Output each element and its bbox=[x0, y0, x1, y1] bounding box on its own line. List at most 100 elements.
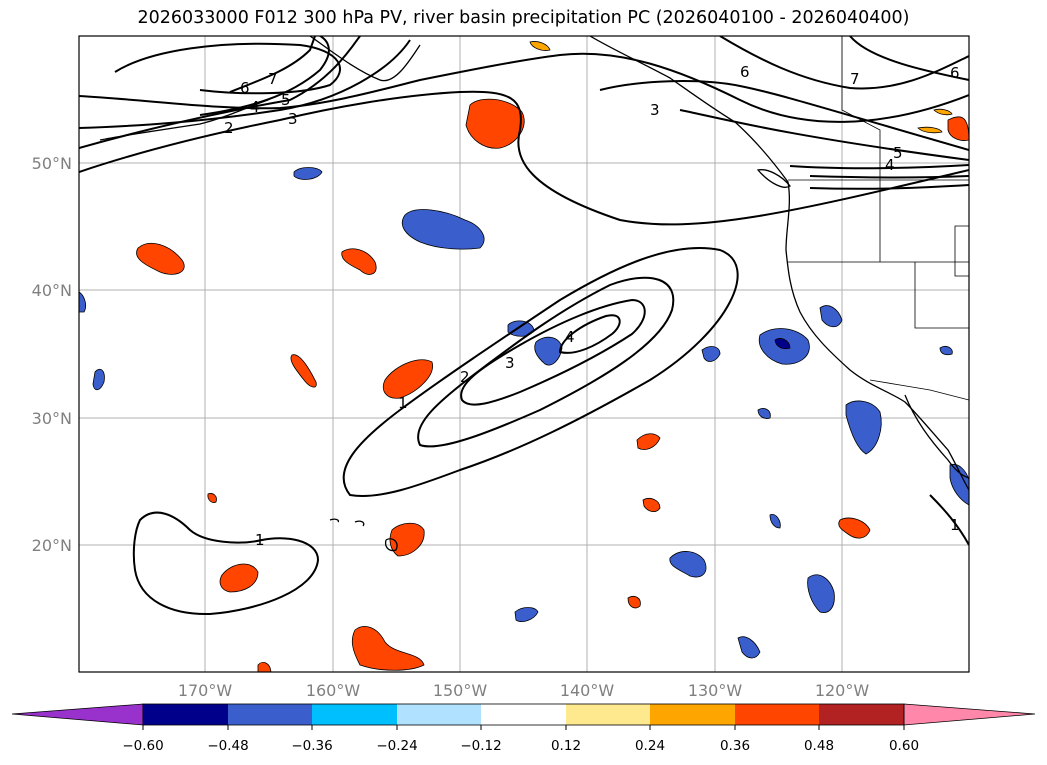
precip-blob bbox=[514, 607, 539, 622]
contour-label: 4 bbox=[885, 156, 895, 174]
vancouver-island bbox=[756, 169, 791, 188]
borders bbox=[788, 36, 969, 401]
precip-blob bbox=[774, 338, 791, 350]
contour-label: 4 bbox=[565, 328, 575, 346]
colorbar-segment bbox=[397, 704, 481, 725]
colorbar-segment bbox=[566, 704, 650, 725]
colorbar-tick-label: −0.24 bbox=[376, 738, 417, 754]
precip-blob bbox=[757, 408, 771, 419]
contour-line bbox=[132, 511, 320, 616]
us-mexico-border bbox=[869, 379, 969, 401]
contour-line bbox=[789, 164, 969, 170]
contour-label: 1 bbox=[398, 394, 408, 412]
contour-label: 3 bbox=[650, 101, 660, 119]
precip-blob bbox=[917, 126, 943, 134]
lon-axis: 170°W 160°W 150°W 140°W 130°W 120°W bbox=[178, 681, 870, 700]
lat-tick-label: 20°N bbox=[32, 536, 72, 555]
precip-negative bbox=[79, 167, 969, 659]
contour-line bbox=[199, 36, 330, 116]
colorbar-tick-label: 0.60 bbox=[889, 738, 919, 754]
contour-line bbox=[79, 90, 969, 226]
colorbar-frame bbox=[142, 703, 905, 726]
colorbar-extend-left bbox=[11, 703, 144, 726]
contour-label: 6 bbox=[740, 63, 750, 81]
lat-tick-label: 50°N bbox=[32, 154, 72, 173]
precip-blob bbox=[293, 167, 323, 180]
colorbar-segment bbox=[819, 704, 904, 725]
colorbar-ticks bbox=[142, 725, 905, 730]
precip-blob bbox=[939, 346, 953, 356]
precip-blob bbox=[92, 368, 105, 391]
precip-blob bbox=[669, 551, 707, 578]
colorbar-segment bbox=[650, 704, 735, 725]
contour-line bbox=[809, 184, 969, 190]
gulf-coast bbox=[904, 394, 969, 479]
precip-blob bbox=[933, 108, 953, 116]
contour-label: 4 bbox=[250, 98, 260, 116]
colorbar-tick-label: −0.60 bbox=[122, 738, 163, 754]
alaska-coast bbox=[309, 36, 421, 82]
contour-line bbox=[460, 298, 646, 406]
colorbar-tick-label: −0.48 bbox=[207, 738, 248, 754]
precip-blob bbox=[219, 563, 259, 593]
contour-line bbox=[929, 494, 969, 546]
contour-label: 6 bbox=[240, 79, 250, 97]
contour-label: 1 bbox=[950, 516, 960, 534]
precip-blob bbox=[769, 514, 781, 529]
precip-blob bbox=[737, 636, 761, 659]
precip-blob bbox=[389, 522, 425, 557]
precip-blob bbox=[382, 359, 433, 399]
state-borders bbox=[788, 36, 969, 329]
precip-blob bbox=[845, 400, 882, 455]
contour-label: 2 bbox=[224, 119, 234, 137]
contour-label: 5 bbox=[281, 91, 291, 109]
colorbar-segment bbox=[312, 704, 397, 725]
colorbar-tick-label: 0.36 bbox=[720, 738, 750, 754]
precip-blob bbox=[949, 463, 969, 506]
lon-tick-label: 160°W bbox=[306, 681, 361, 700]
figure-title: 2026033000 F012 300 hPa PV, river basin … bbox=[137, 8, 910, 28]
contour-line bbox=[849, 36, 969, 81]
precip-blob bbox=[207, 493, 217, 503]
contour-label: 2 bbox=[460, 368, 470, 386]
colorbar-tick-label: 0.24 bbox=[635, 738, 665, 754]
precip-blob bbox=[290, 354, 317, 388]
colorbar: −0.60 −0.48 −0.36 −0.24 −0.12 0.12 0.24 … bbox=[11, 703, 1036, 754]
contour-label: 3 bbox=[288, 110, 298, 128]
contour-label: 1 bbox=[255, 531, 265, 549]
hawaii-islands bbox=[329, 518, 398, 552]
lon-tick-label: 170°W bbox=[178, 681, 233, 700]
colorbar-tick-label: 0.12 bbox=[551, 738, 581, 754]
precip-positive bbox=[136, 41, 969, 672]
contour-label: 5 bbox=[893, 144, 903, 162]
precip-blob bbox=[136, 243, 185, 275]
precip-blob bbox=[807, 574, 835, 613]
precip-blob bbox=[529, 41, 551, 51]
colorbar-tick-label: −0.36 bbox=[291, 738, 332, 754]
colorbar-extend-right bbox=[903, 703, 1036, 726]
lon-tick-label: 150°W bbox=[433, 681, 488, 700]
contour-line bbox=[599, 80, 969, 151]
precip-blob bbox=[819, 305, 843, 328]
lat-axis: 50°N 40°N 30°N 20°N bbox=[32, 154, 72, 555]
pv-contours bbox=[79, 36, 969, 616]
precip-blob bbox=[79, 291, 87, 313]
contour-line bbox=[809, 175, 969, 179]
precip-blob bbox=[534, 336, 563, 366]
colorbar-segment bbox=[735, 704, 819, 725]
contour-line bbox=[79, 36, 361, 149]
precip-blob bbox=[257, 661, 272, 672]
contour-label: 7 bbox=[850, 70, 860, 88]
colorbar-segment bbox=[228, 704, 312, 725]
contour-label: 3 bbox=[505, 354, 515, 372]
contour-line bbox=[114, 42, 341, 95]
precip-blob bbox=[351, 626, 425, 671]
precip-blob bbox=[838, 517, 871, 539]
contour-line bbox=[719, 36, 969, 90]
contour-line bbox=[229, 36, 316, 93]
contour-line bbox=[679, 109, 969, 161]
lon-tick-label: 140°W bbox=[560, 681, 615, 700]
contour-line bbox=[558, 314, 621, 354]
contour-label-group: 7 6 5 4 3 2 6 7 6 3 5 4 4 3 2 1 1 1 bbox=[224, 63, 960, 549]
